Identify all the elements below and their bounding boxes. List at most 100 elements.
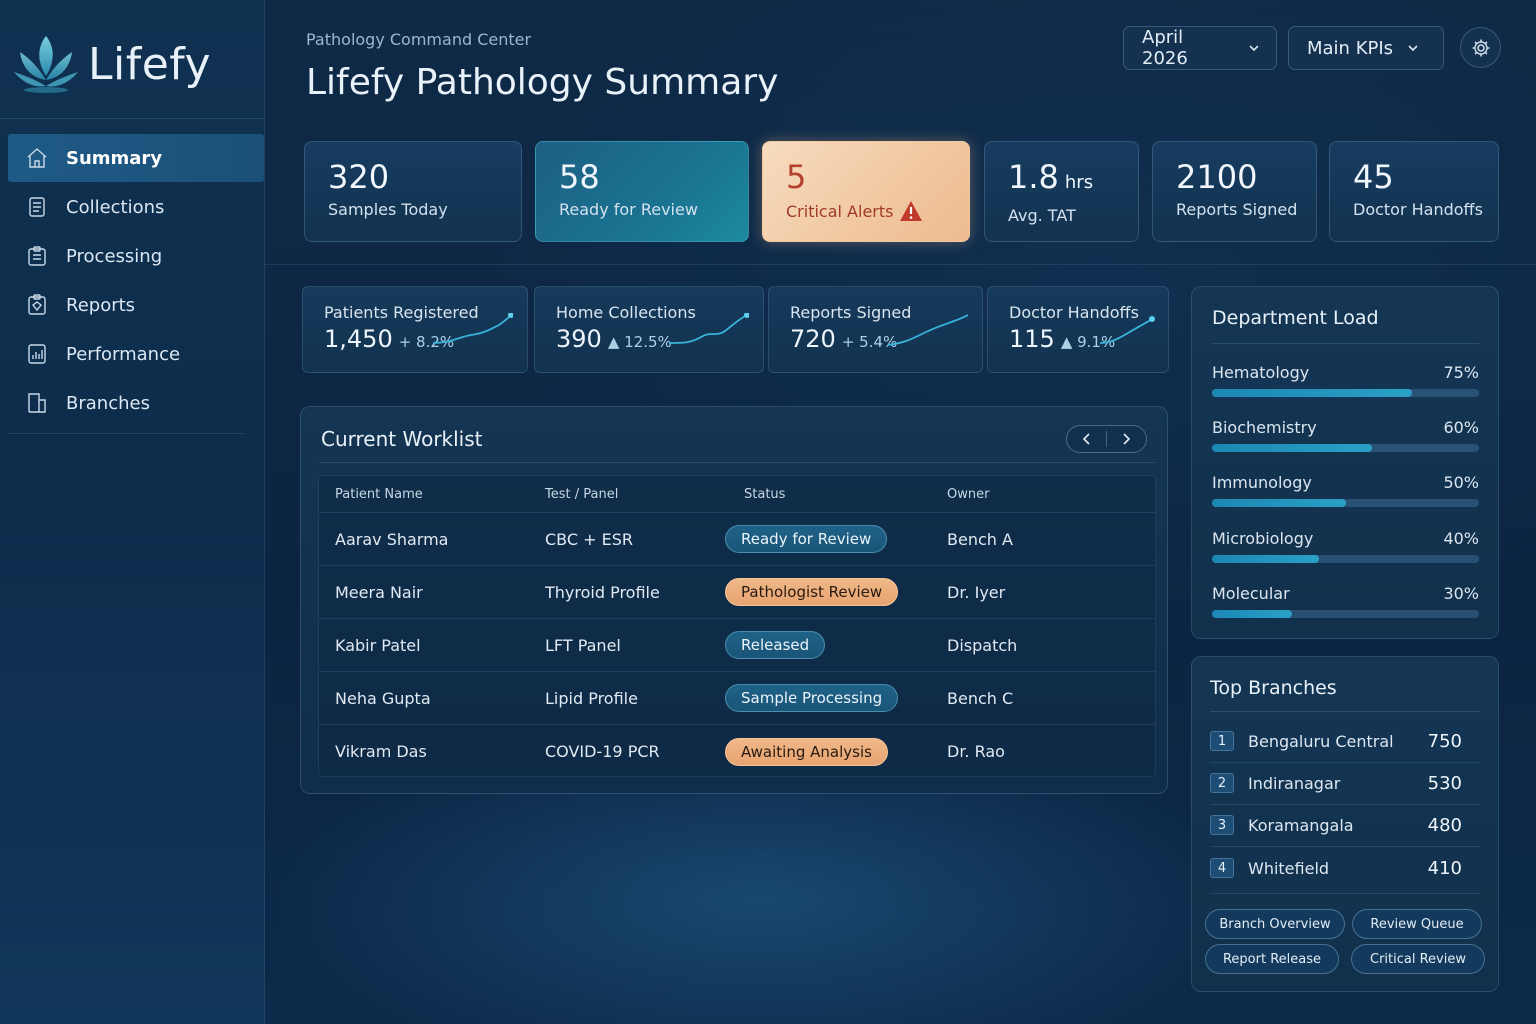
column-header[interactable]: Test / Panel — [545, 486, 619, 502]
department-row-hematology[interactable]: Hematology 75% — [1212, 363, 1479, 397]
branch-value: 410 — [1427, 857, 1462, 879]
kpi-card-critical-alerts[interactable]: 5 Critical Alerts — [762, 141, 970, 242]
worklist-divider — [319, 462, 1155, 463]
department-row-microbiology[interactable]: Microbiology 40% — [1212, 529, 1479, 563]
status-badge: Awaiting Analysis — [725, 737, 888, 766]
sidebar-item-label: Collections — [66, 196, 165, 218]
kpi-unit: hrs — [1064, 172, 1094, 193]
stat-card-patients-registered[interactable]: Patients Registered 1,450 + 8.2% — [302, 286, 528, 373]
table-row[interactable]: Vikram Das COVID-19 PCR Awaiting Analysi… — [319, 725, 1155, 778]
kpi-label: Ready for Review — [559, 200, 698, 219]
kpi-card-samples-today[interactable]: 320 Samples Today — [304, 141, 522, 242]
sidebar-item-processing[interactable]: Processing — [8, 232, 264, 280]
department-name: Immunology — [1212, 473, 1312, 492]
sidebar-item-label: Branches — [66, 392, 150, 414]
sparkline — [1100, 316, 1155, 344]
branch-row[interactable]: 3 Koramangala 480 — [1210, 804, 1462, 846]
worklist-panel: Current Worklist Patient Name Test / Pan… — [300, 406, 1168, 794]
department-percent: 40% — [1443, 529, 1479, 548]
report-release-button[interactable]: Report Release — [1205, 944, 1339, 974]
kpi-value: 320 — [328, 158, 390, 196]
stat-card-doctor-handoffs[interactable]: Doctor Handoffs 115 ▲ 9.1% — [987, 286, 1169, 373]
kpi-card-reports-signed[interactable]: 2100 Reports Signed — [1152, 141, 1317, 242]
branch-divider — [1210, 762, 1480, 763]
sidebar-item-label: Reports — [66, 294, 136, 316]
department-name: Microbiology — [1212, 529, 1314, 548]
department-percent: 75% — [1443, 363, 1479, 382]
load-bar-fill — [1212, 610, 1293, 618]
column-header[interactable]: Patient Name — [335, 486, 423, 502]
sidebar-item-performance[interactable]: Performance — [8, 330, 264, 378]
column-header[interactable]: Status — [744, 486, 786, 502]
table-row[interactable]: Kabir Patel LFT Panel Released Dispatch — [319, 619, 1155, 672]
kpi-card-doctor-handoffs[interactable]: 45 Doctor Handoffs — [1329, 141, 1499, 242]
kpi-card-ready-for-review[interactable]: 58 Ready for Review — [535, 141, 749, 242]
sidebar-item-collections[interactable]: Collections — [8, 183, 264, 231]
status-badge: Released — [725, 631, 826, 659]
test-panel: CBC + ESR — [545, 529, 633, 549]
worklist-pager — [1066, 425, 1147, 453]
month-select[interactable]: April 2026 — [1123, 26, 1277, 70]
test-panel: Lipid Profile — [545, 688, 638, 708]
branch-row[interactable]: 4 Whitefield 410 — [1210, 847, 1462, 889]
stat-label: Home Collections — [556, 303, 696, 322]
stat-label: Patients Registered — [324, 303, 479, 322]
next-page-button[interactable] — [1107, 426, 1146, 452]
branch-overview-button[interactable]: Branch Overview — [1205, 909, 1345, 939]
load-bar-track — [1212, 555, 1479, 563]
sidebar-item-label: Performance — [66, 343, 181, 365]
home-icon — [24, 145, 50, 171]
status-badge: Pathologist Review — [725, 578, 899, 606]
kpi-card-avg-tat[interactable]: 1.8 hrs Avg. TAT — [984, 141, 1139, 242]
status-badge: Ready for Review — [725, 525, 888, 553]
lotus-logo-icon — [14, 36, 78, 93]
kpi-select[interactable]: Main KPIs — [1288, 26, 1444, 70]
stat-card-reports-signed[interactable]: Reports Signed 720 + 5.4% — [768, 286, 983, 373]
sidebar-item-branches[interactable]: Branches — [8, 379, 264, 427]
table-row[interactable]: Neha Gupta Lipid Profile Sample Processi… — [319, 672, 1155, 725]
department-name: Hematology — [1212, 363, 1310, 382]
department-row-molecular[interactable]: Molecular 30% — [1212, 584, 1479, 618]
settings-button[interactable] — [1460, 27, 1501, 68]
table-row[interactable]: Meera Nair Thyroid Profile Pathologist R… — [319, 566, 1155, 619]
branch-rank: 3 — [1210, 815, 1234, 835]
brand-name: Lifefy — [88, 38, 212, 90]
logo[interactable]: Lifefy — [12, 32, 211, 96]
clipboard-icon — [24, 243, 50, 269]
prev-page-button[interactable] — [1067, 426, 1106, 452]
branch-row[interactable]: 1 Bengaluru Central 750 — [1210, 720, 1462, 762]
column-header[interactable]: Owner — [947, 486, 990, 502]
kpi-label-row: Critical Alerts — [786, 200, 969, 222]
stat-change: + 5.4% — [841, 333, 898, 351]
patient-name: Meera Nair — [335, 582, 423, 602]
stat-change: ▲ 12.5% — [607, 333, 672, 351]
building-icon — [24, 390, 50, 416]
sidebar-nav: Summary Collections Processing Reports P… — [8, 134, 264, 428]
sidebar-item-reports[interactable]: Reports — [8, 281, 264, 329]
department-row-immunology[interactable]: Immunology 50% — [1212, 473, 1479, 507]
worklist-title: Current Worklist — [321, 427, 483, 451]
stat-value-row: 390 ▲ 12.5% — [556, 325, 763, 353]
breadcrumb: Pathology Command Center — [306, 30, 532, 49]
sidebar-item-label: Summary — [66, 147, 163, 169]
department-name: Molecular — [1212, 584, 1290, 603]
branch-value: 750 — [1427, 730, 1462, 752]
branch-rank: 4 — [1210, 858, 1234, 878]
sidebar-item-summary[interactable]: Summary — [8, 134, 264, 182]
department-row-biochemistry[interactable]: Biochemistry 60% — [1212, 418, 1479, 452]
status-badge: Sample Processing — [725, 684, 899, 712]
gear-icon — [1472, 39, 1489, 56]
load-bar-track — [1212, 389, 1479, 397]
patient-name: Neha Gupta — [335, 688, 431, 708]
load-bar-track — [1212, 499, 1479, 507]
owner: Bench A — [947, 529, 1013, 549]
stat-card-home-collections[interactable]: Home Collections 390 ▲ 12.5% — [534, 286, 764, 373]
sparkline — [888, 314, 968, 346]
critical-review-button[interactable]: Critical Review — [1351, 944, 1485, 974]
branch-row[interactable]: 2 Indiranagar 530 — [1210, 762, 1462, 804]
review-queue-button[interactable]: Review Queue — [1352, 909, 1482, 939]
table-row[interactable]: Aarav Sharma CBC + ESR Ready for Review … — [319, 513, 1155, 566]
stat-value-row: 720 + 5.4% — [790, 325, 982, 353]
panel-divider — [1212, 343, 1479, 344]
load-bar-fill — [1212, 555, 1319, 563]
